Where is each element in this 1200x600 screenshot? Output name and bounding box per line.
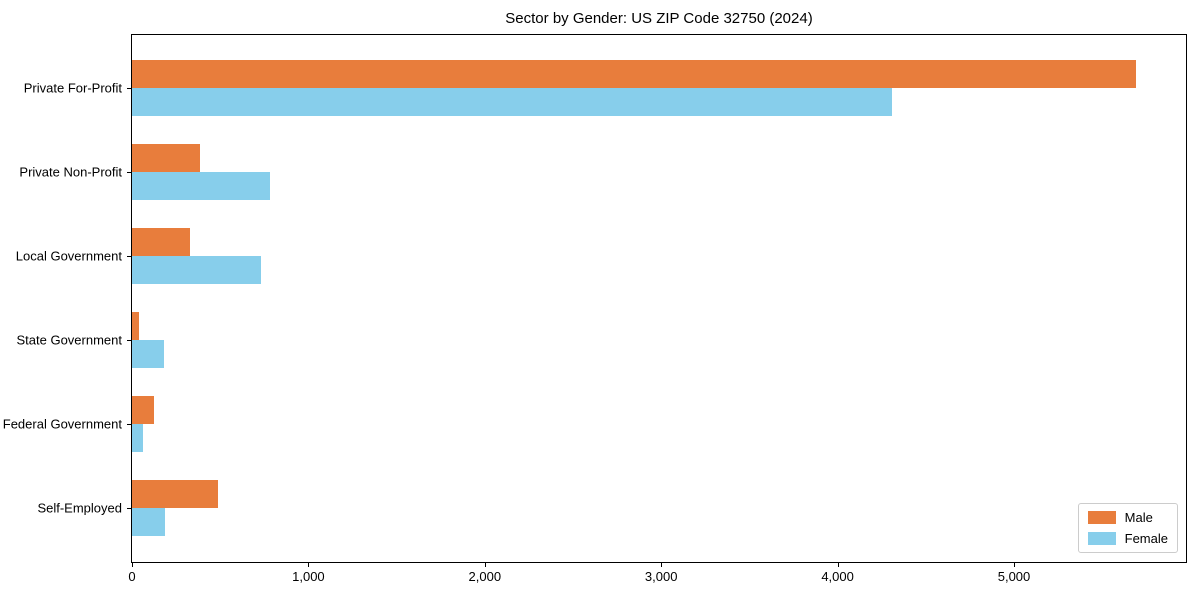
y-tick-mark [127,424,131,425]
y-tick-label: Private For-Profit [23,80,122,96]
y-tick-label: Self-Employed [37,500,122,516]
legend-entry-male: Male [1087,510,1168,525]
x-tick-mark [484,563,486,567]
x-tick-mark [1014,563,1015,567]
x-tick-mark [837,563,839,567]
bar-female-state-government [132,340,164,368]
bar-group-federal-government: Federal Government [3,382,1186,466]
x-tick-label: 1,000 [292,569,325,584]
legend-swatch-female [1087,532,1116,545]
y-tick-mark [127,256,131,257]
x-tick-mark [308,563,310,567]
bar-male-state-government [132,312,139,340]
x-tick-label: 2,000 [468,569,502,584]
bar-female-local-government [132,256,261,284]
y-tick-label: State Government [16,332,123,348]
legend: Male Female [1077,503,1178,553]
y-tick-label: Federal Government [2,416,122,432]
legend-label: Female [1124,531,1168,546]
y-tick-mark [127,172,131,173]
x-tick-mark [132,563,133,567]
bar-group-state-government: State Government [17,298,1186,382]
chart-title: Sector by Gender: US ZIP Code 32750 (202… [505,10,813,27]
bar-male-private-for-profit [132,60,1136,88]
y-tick-mark [127,508,131,509]
legend-swatch-male [1087,511,1116,524]
x-tick-label: 3,000 [644,569,678,584]
y-tick-mark [127,340,131,341]
x-tick-label: 4,000 [821,569,854,584]
bar-male-local-government [132,228,191,256]
bar-male-private-non-profit [132,144,200,172]
x-tick-label: 0 [128,569,136,584]
bar-group-private-for-profit: Private For-Profit [24,46,1186,130]
bar-group-local-government: Local Government [16,214,1186,298]
legend-label: Male [1124,510,1153,525]
x-axis: 0 1,000 2,000 3,000 4,000 5,000 [128,562,1186,592]
y-tick-mark [127,88,131,89]
bar-male-federal-government [132,396,155,424]
bar-female-private-non-profit [132,172,270,200]
y-tick-label: Local Government [15,248,122,264]
bar-female-private-for-profit [132,88,893,116]
bar-group-self-employed: Self-Employed [37,466,1186,550]
bar-female-federal-government [132,424,143,452]
bar-male-self-employed [132,480,219,508]
x-tick-label: 5,000 [997,569,1031,584]
plot-area: Private For-Profit Private Non-Profit Loca… [3,34,1187,584]
bar-groups-container: Private For-Profit Private Non-Profit Loca… [3,35,1186,562]
bar-group-private-non-profit: Private Non-Profit [19,130,1186,214]
x-tick-mark [661,563,663,567]
bar-female-self-employed [132,508,166,536]
legend-entry-female: Female [1087,531,1168,546]
y-tick-label: Private Non-Profit [19,164,122,180]
